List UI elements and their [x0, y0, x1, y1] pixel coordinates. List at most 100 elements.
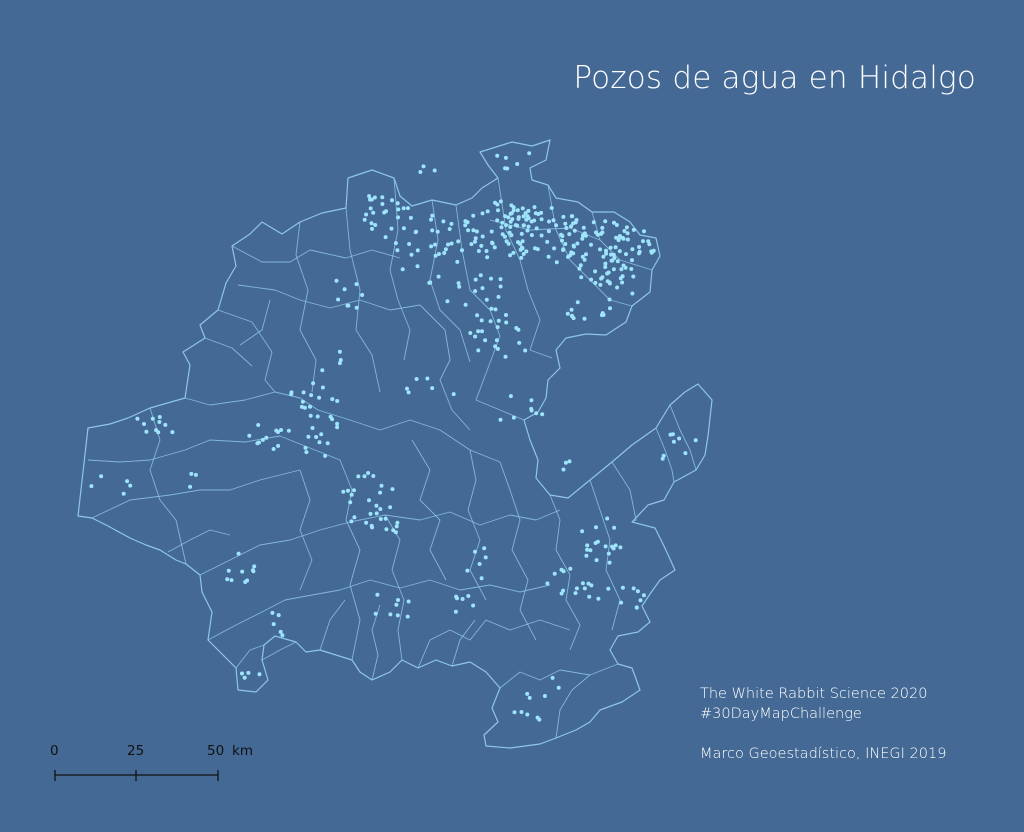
well-point: [671, 439, 676, 444]
municipal-boundary-line: [317, 409, 501, 463]
well-point: [641, 593, 646, 598]
well-point: [300, 399, 305, 404]
well-point: [188, 484, 193, 489]
well-point: [504, 320, 509, 325]
municipal-boundary-line: [345, 207, 381, 393]
municipal-boundary-line: [499, 461, 537, 641]
well-point: [479, 318, 484, 323]
well-point: [556, 685, 561, 690]
municipal-boundary-line: [384, 514, 405, 661]
well-point: [457, 284, 462, 289]
municipal-boundary-line: [371, 604, 381, 681]
well-point: [460, 597, 465, 601]
well-point: [349, 519, 354, 524]
well-point: [383, 516, 388, 521]
well-point: [394, 602, 399, 607]
municipal-boundary-line: [419, 304, 471, 431]
well-point: [482, 546, 487, 551]
well-point: [349, 492, 354, 497]
well-point: [550, 675, 555, 680]
well-point: [614, 235, 619, 240]
well-point: [524, 249, 529, 254]
well-point: [157, 420, 162, 424]
well-point: [274, 428, 279, 433]
well-point: [413, 230, 418, 235]
well-point: [396, 598, 400, 602]
well-point: [610, 544, 615, 549]
well-point: [323, 453, 328, 458]
well-point: [320, 385, 325, 390]
well-point: [421, 164, 426, 169]
well-point: [508, 219, 513, 224]
well-point: [362, 217, 367, 222]
well-point: [589, 242, 593, 247]
well-point: [521, 214, 526, 219]
well-point: [368, 511, 373, 516]
well-point: [475, 313, 480, 318]
well-point: [484, 249, 489, 253]
municipal-boundary-line: [87, 435, 341, 463]
municipal-boundary-line: [149, 407, 187, 565]
well-point: [449, 241, 454, 246]
well-point: [563, 242, 568, 246]
well-point: [406, 390, 411, 395]
well-point: [511, 250, 516, 255]
well-point: [405, 386, 409, 391]
well-point: [335, 425, 340, 430]
well-point: [521, 223, 526, 228]
municipal-boundary-line: [497, 177, 541, 351]
well-point: [390, 487, 395, 492]
well-point: [400, 267, 405, 272]
municipal-boundary-line: [167, 529, 231, 553]
well-point: [495, 202, 500, 207]
well-point: [670, 432, 675, 437]
well-point: [547, 219, 551, 224]
well-point: [631, 586, 636, 591]
well-point: [289, 392, 294, 397]
well-point: [525, 691, 530, 696]
well-point: [246, 670, 251, 675]
well-point: [536, 212, 541, 216]
well-point: [498, 199, 503, 204]
well-point: [471, 228, 476, 233]
municipal-boundary-line: [384, 509, 561, 526]
municipal-boundary-line: [417, 619, 571, 669]
municipal-boundary-line: [237, 284, 421, 311]
well-point: [435, 229, 440, 234]
well-point: [539, 217, 544, 222]
well-point: [480, 329, 484, 334]
well-point: [630, 291, 635, 296]
well-point: [488, 319, 493, 324]
well-point: [479, 576, 484, 581]
well-point: [599, 276, 604, 281]
well-point: [606, 551, 611, 556]
well-point: [408, 215, 413, 220]
well-point: [580, 529, 585, 534]
well-point: [549, 206, 554, 210]
well-point: [393, 241, 398, 246]
well-point: [405, 614, 410, 619]
well-point: [388, 612, 393, 617]
well-point: [525, 712, 530, 717]
well-point: [243, 580, 248, 584]
well-point: [542, 694, 547, 698]
well-point: [364, 520, 369, 525]
well-point: [526, 208, 531, 213]
municipal-boundary-line: [319, 599, 346, 651]
well-point: [508, 253, 513, 258]
municipal-boundary-line: [467, 449, 487, 601]
well-point: [99, 474, 104, 479]
well-point: [508, 211, 513, 216]
well-point: [545, 581, 550, 586]
well-point: [634, 605, 639, 610]
well-point: [495, 325, 500, 330]
well-point: [271, 447, 276, 451]
well-point: [301, 390, 306, 395]
well-point: [561, 247, 566, 252]
well-point: [617, 234, 622, 238]
well-point: [480, 211, 485, 216]
well-point: [189, 471, 194, 476]
well-point: [311, 381, 316, 386]
well-point: [554, 260, 559, 265]
well-point: [414, 377, 419, 381]
